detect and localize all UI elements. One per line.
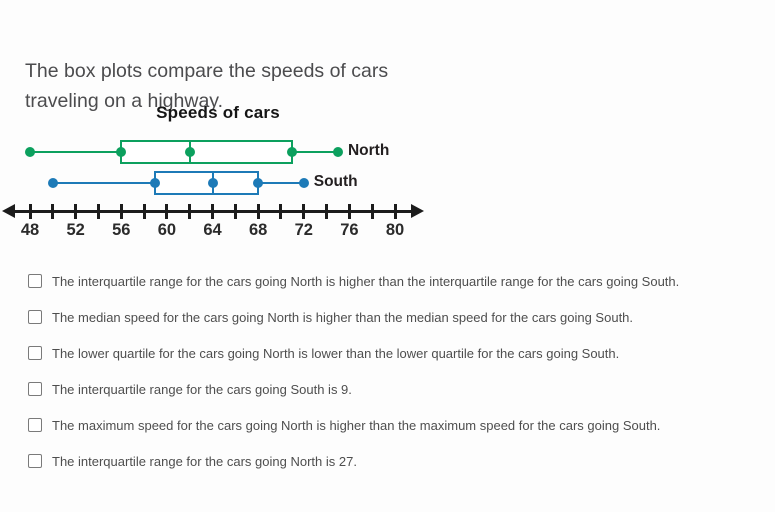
option-row: The maximum speed for the cars going Nor… (28, 417, 758, 433)
axis-tick-label: 80 (385, 221, 405, 239)
axis-tick (279, 204, 283, 219)
axis-tick-label: 60 (157, 221, 177, 239)
option-label: The interquartile range for the cars goi… (52, 381, 352, 397)
option-checkbox[interactable] (28, 454, 42, 468)
option-label: The lower quartile for the cars going No… (52, 345, 620, 361)
option-checkbox[interactable] (28, 346, 42, 360)
axis-arrow-right-icon (411, 204, 424, 218)
option-row: The interquartile range for the cars goi… (28, 453, 758, 469)
data-point-dot (207, 178, 218, 188)
series-label: South (313, 173, 358, 190)
option-checkbox[interactable] (28, 274, 42, 288)
data-point-dot (298, 178, 309, 188)
option-label: The maximum speed for the cars going Nor… (52, 417, 661, 433)
option-row: The interquartile range for the cars goi… (28, 381, 758, 397)
axis-tick (325, 204, 329, 219)
iqr-box (154, 171, 260, 195)
axis-tick (28, 204, 32, 219)
axis-tick (256, 204, 260, 219)
axis-tick (188, 204, 192, 219)
axis-tick-label: 72 (294, 221, 313, 239)
whisker-line (52, 182, 156, 184)
option-checkbox[interactable] (28, 310, 42, 324)
answer-options-list: The interquartile range for the cars goi… (28, 273, 758, 489)
axis-tick (370, 204, 374, 219)
option-checkbox[interactable] (28, 418, 42, 432)
axis-tick (233, 204, 237, 219)
axis-tick (142, 204, 146, 219)
axis-arrow-left-icon (2, 204, 15, 218)
data-point-dot (332, 147, 343, 157)
axis-tick (347, 204, 351, 219)
whisker-line (30, 151, 122, 153)
axis-tick (393, 204, 397, 219)
axis-tick-label: 68 (248, 221, 268, 239)
axis-tick (74, 204, 78, 219)
axis-tick-label: 52 (66, 221, 85, 239)
question-intro: The box plots compare the speeds of cars… (25, 59, 389, 112)
chart-title: Speeds of cars (156, 103, 280, 122)
data-point-dot (116, 147, 127, 157)
axis-tick-label: 64 (203, 221, 222, 239)
option-checkbox[interactable] (28, 382, 42, 396)
data-point-dot (47, 178, 58, 188)
axis-tick-label: 76 (340, 221, 359, 239)
axis-tick (119, 204, 123, 219)
data-point-dot (25, 147, 35, 157)
option-label: The median speed for the cars going Nort… (52, 309, 634, 325)
data-point-dot (150, 178, 161, 188)
data-point-dot (184, 147, 195, 157)
axis-tick-label: 56 (112, 221, 131, 239)
option-row: The median speed for the cars going Nort… (28, 309, 758, 325)
option-row: The interquartile range for the cars goi… (28, 273, 758, 289)
axis-tick (96, 204, 100, 219)
data-point-dot (253, 178, 264, 188)
axis-tick (211, 204, 214, 219)
data-point-dot (287, 147, 298, 157)
axis-tick-label: 48 (20, 221, 40, 239)
axis-tick (51, 204, 55, 219)
option-label: The interquartile range for the cars goi… (52, 453, 357, 469)
option-label: The interquartile range for the cars goi… (52, 273, 680, 289)
series-label: North (347, 142, 390, 159)
option-row: The lower quartile for the cars going No… (28, 345, 758, 361)
whisker-line (258, 182, 304, 184)
axis-tick (302, 204, 306, 219)
box-plot-chart: Speeds of cars North South 48 52 56 60 64 68 72 7… (0, 100, 436, 252)
whisker-line (292, 151, 338, 153)
iqr-box (120, 140, 294, 164)
axis-tick (165, 204, 169, 219)
